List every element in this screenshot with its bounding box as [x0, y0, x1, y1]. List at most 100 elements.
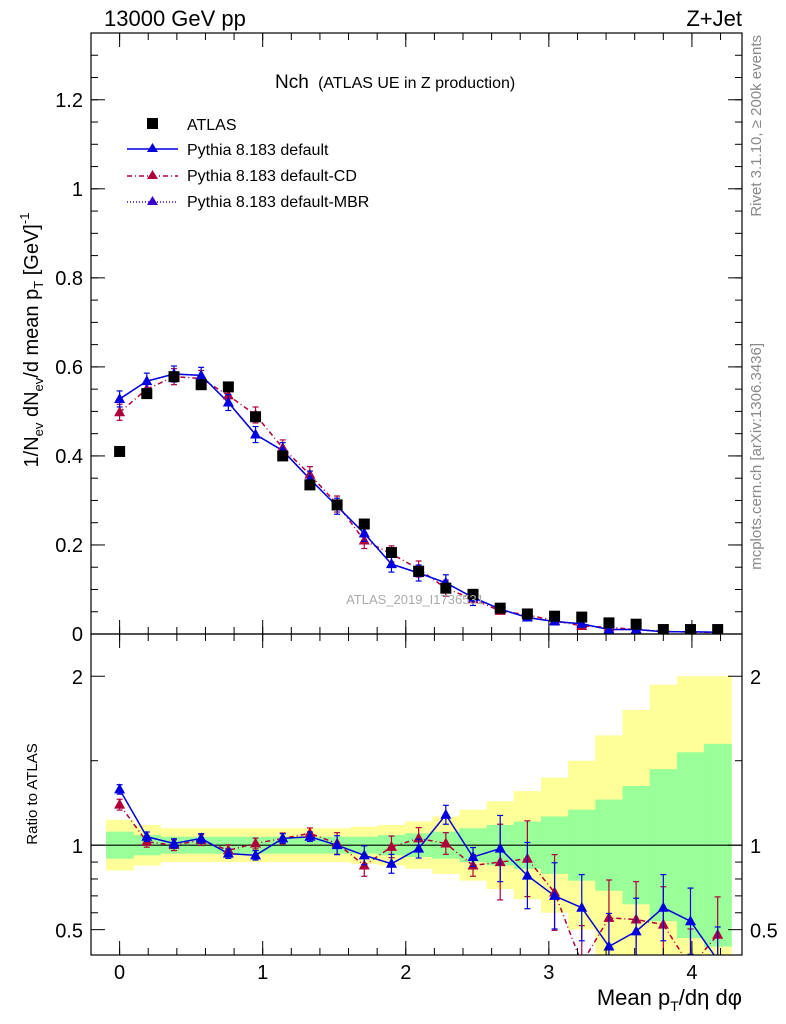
- ratio-point-default: [440, 808, 452, 819]
- point-atlas: [141, 388, 153, 400]
- ratio-ylabel: Ratio to ATLAS: [24, 743, 41, 844]
- side-label-rivet: Rivet 3.1.10, ≥ 200k events: [748, 35, 765, 217]
- point-atlas: [467, 588, 479, 600]
- side-label-mcplots: mcplots.cern.ch [arXiv:1306.3436]: [748, 343, 765, 570]
- main-ytick-label: 0.6: [55, 357, 83, 379]
- main-ytick-label: 0.8: [55, 268, 83, 290]
- point-atlas: [576, 611, 588, 623]
- legend-label-default: Pythia 8.183 default: [187, 142, 329, 159]
- main-ytick-label: 0.2: [55, 535, 83, 557]
- ratio-point-default: [413, 842, 425, 853]
- ratio-point-default: [576, 901, 588, 912]
- ratio-xtick-label: 0: [114, 962, 125, 984]
- point-cd: [114, 406, 126, 417]
- point-atlas: [168, 371, 180, 383]
- ratio-point-cd: [576, 957, 587, 967]
- plot-title-main: Nch: [275, 72, 309, 93]
- process-label: Z+Jet: [686, 6, 742, 31]
- point-atlas: [222, 381, 234, 393]
- ratio-point-default: [250, 849, 262, 860]
- svg-text:Mean pT/dη dφ: Mean pT/dη dφ: [597, 985, 742, 1014]
- point-default: [603, 623, 615, 634]
- point-default: [195, 369, 207, 380]
- point-atlas: [549, 610, 561, 622]
- point-atlas: [250, 411, 262, 423]
- point-default: [358, 527, 370, 538]
- point-atlas: [603, 617, 615, 629]
- ratio-point-default: [141, 830, 153, 841]
- energy-label: 13000 GeV pp: [104, 6, 246, 31]
- ratio-xtick-label: 3: [543, 962, 554, 984]
- point-atlas: [304, 479, 316, 491]
- ratio-point-default: [385, 857, 397, 868]
- ratio-panel: 0.5 0.5 1 1 2 2 0 1 2 3 4 Ratio to ATLAS: [24, 633, 778, 984]
- ratio-point-default: [467, 851, 479, 862]
- main-ytick-label: 1: [72, 179, 83, 201]
- ratio-point-cd: [440, 837, 452, 848]
- legend-label-mbr: Pythia 8.183 default-MBR: [187, 194, 369, 211]
- plot-title-sub: (ATLAS UE in Z production): [318, 75, 515, 92]
- legend-item-mbr: Pythia 8.183 default-MBR: [127, 194, 369, 211]
- ratio-xtick-label: 2: [400, 962, 411, 984]
- point-default: [114, 392, 126, 403]
- ratio-ytick-label-right: 1: [750, 836, 761, 858]
- main-ytick-label: 1.2: [55, 90, 83, 112]
- point-default: [222, 396, 234, 407]
- ratio-point-default: [331, 839, 343, 850]
- main-ytick-label: 0: [72, 624, 83, 646]
- point-atlas: [413, 565, 425, 577]
- main-ylabel: 1/Nev dNev/d mean pT [GeV]-1: [17, 213, 46, 468]
- point-atlas: [440, 582, 452, 594]
- point-default: [250, 428, 262, 439]
- ratio-point-default: [304, 830, 316, 841]
- point-atlas: [630, 618, 642, 630]
- point-atlas: [195, 379, 207, 391]
- legend: ATLAS Pythia 8.183 default Pythia 8.183 …: [127, 117, 369, 211]
- point-atlas: [385, 547, 397, 559]
- ratio-ytick-label-right: 2: [750, 667, 761, 689]
- ratio-xtick-label: 4: [686, 962, 697, 984]
- ratio-point-default: [521, 869, 533, 880]
- ratio-point-default: [277, 832, 289, 843]
- ratio-point-default: [222, 847, 234, 858]
- point-atlas: [277, 450, 289, 462]
- ratio-xtick-label: 1: [257, 962, 268, 984]
- point-default: [141, 375, 153, 386]
- legend-item-default: Pythia 8.183 default: [127, 142, 329, 159]
- ratio-point-default: [684, 915, 696, 926]
- ratio-point-cd: [385, 840, 397, 851]
- main-ytick-label: 0.4: [55, 446, 83, 468]
- ratio-ytick-label-right: 0.5: [750, 921, 778, 943]
- point-atlas: [114, 445, 126, 457]
- svg-text:1/Nev dNev/d mean pT [GeV]-1: 1/Nev dNev/d mean pT [GeV]-1: [17, 213, 46, 468]
- legend-label-atlas: ATLAS: [187, 117, 237, 134]
- point-atlas: [521, 608, 533, 620]
- ratio-point-cd: [413, 832, 425, 843]
- ratio-point-cd: [250, 837, 262, 848]
- ratio-ytick-label: 0.5: [55, 921, 83, 943]
- ratio-point-default: [549, 889, 561, 900]
- point-default: [576, 617, 588, 628]
- plot-title: Nch (ATLAS UE in Z production): [275, 72, 515, 93]
- point-atlas: [331, 499, 343, 511]
- ratio-point-default: [494, 842, 506, 853]
- ratio-ytick-label: 1: [72, 836, 83, 858]
- point-default: [385, 558, 397, 569]
- ratio-point-default: [195, 832, 207, 843]
- ratio-point-default: [168, 837, 180, 848]
- ratio-point-default: [358, 849, 370, 860]
- legend-item-cd: Pythia 8.183 default-CD: [127, 168, 357, 185]
- legend-label-cd: Pythia 8.183 default-CD: [187, 168, 357, 185]
- ratio-point-default: [114, 783, 126, 794]
- point-atlas: [684, 624, 696, 634]
- xlabel: Mean pT/dη dφ: [597, 985, 742, 1014]
- point-atlas: [657, 624, 669, 634]
- ratio-point-cd: [114, 798, 126, 809]
- legend-item-atlas: ATLAS: [147, 117, 237, 134]
- ratio-point-default: [657, 901, 669, 912]
- point-atlas: [712, 624, 724, 634]
- watermark: ATLAS_2019_I1736531: [346, 592, 484, 607]
- ratio-panel-frame: [90, 633, 743, 956]
- point-atlas: [358, 518, 370, 530]
